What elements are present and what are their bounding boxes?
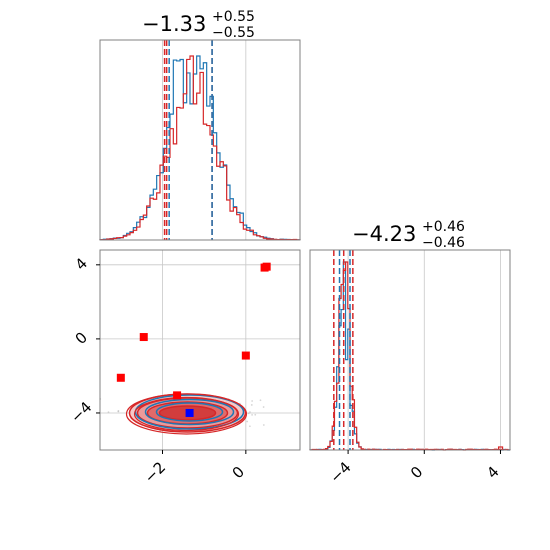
hist2-xtick-label-0: −4 — [326, 458, 354, 486]
joint-red-marker-5 — [173, 391, 182, 400]
hist-panel-param1-frame — [99, 39, 301, 241]
hist2-tail-bin — [497, 446, 504, 450]
joint-sample-point — [117, 410, 120, 412]
param2-title-plus: +0.46 — [422, 219, 465, 235]
joint-sample-point — [254, 413, 257, 416]
joint-contour-blue-0 — [134, 394, 245, 430]
joint-contour-red-outer-1 — [133, 396, 240, 432]
joint-sample-point — [251, 414, 253, 416]
param1-title-plus: +0.55 — [212, 9, 255, 25]
hist2-xtick-label-2: 4 — [483, 463, 502, 482]
param2-title-value: −4.23 — [352, 222, 416, 246]
joint-red-marker-3 — [241, 351, 250, 360]
joint-blue-marker — [185, 408, 194, 417]
hist1-series-red — [99, 55, 301, 241]
joint-contour-blue-2 — [155, 402, 224, 422]
joint-sample-point — [248, 425, 251, 428]
hist-panel-param1: −1.33 +0.55 −0.55 — [99, 9, 301, 241]
param2-title-minus: −0.46 — [422, 235, 465, 251]
joint-red-marker-4 — [116, 373, 125, 382]
joint-panel-frame — [99, 249, 301, 451]
joint-sample-point — [246, 420, 249, 423]
joint-sample-point — [259, 399, 262, 402]
joint-sample-point — [262, 406, 265, 408]
joint-ytick-label-2: 4 — [72, 254, 91, 273]
joint-contour-blue-1 — [144, 398, 235, 426]
joint-red-marker-2 — [139, 333, 148, 342]
joint-ytick-label-0: −4 — [67, 398, 95, 426]
joint-sample-point — [251, 400, 254, 402]
param1-title-value: −1.33 — [142, 12, 206, 36]
joint-red-marker-1 — [262, 262, 271, 271]
joint-sample-point — [249, 411, 251, 413]
param1-title-minus: −0.55 — [212, 25, 255, 41]
hist2-xtick-label-1: 0 — [407, 463, 426, 482]
joint-sample-point — [107, 411, 110, 414]
joint-xtick-label-0: −2 — [141, 458, 169, 486]
joint-xtick-label-1: 0 — [229, 463, 248, 482]
joint-sample-point — [250, 404, 253, 406]
joint-contour-red-outer-0 — [125, 393, 248, 435]
joint-sample-point — [262, 424, 265, 426]
joint-sample-point — [247, 412, 250, 415]
joint-ytick-label-1: 0 — [72, 328, 91, 347]
hist-panel-param2-frame — [309, 249, 511, 451]
joint-panel: −2 0 −4 0 4 — [67, 249, 301, 487]
hist-panel-param2: −4.23 +0.46 −0.46 −4 0 4 — [309, 219, 511, 487]
